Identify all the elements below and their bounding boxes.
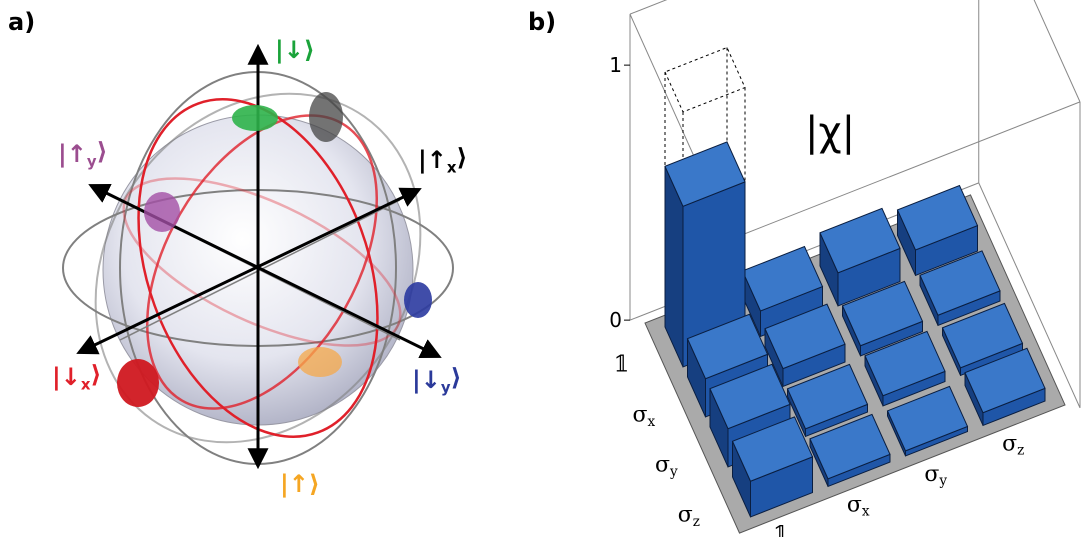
column-label: σx [847, 492, 870, 519]
bar-top [964, 347, 1046, 414]
bar [731, 416, 814, 518]
bar-top [819, 207, 901, 274]
state-label: |↓⟩ [275, 36, 315, 64]
bar-top [864, 330, 946, 397]
bar-top [886, 385, 969, 452]
bar-top [786, 363, 869, 430]
bar-top [664, 141, 746, 207]
column-label: σy [924, 462, 947, 489]
bar-top [764, 303, 846, 370]
z-tick-label: 1 [609, 53, 622, 77]
state-label: |↑x⟩ [418, 143, 467, 176]
bar-top [841, 280, 924, 347]
frame-edge [629, 0, 668, 15]
bar-top [809, 413, 891, 480]
bar [764, 303, 846, 388]
row-label: σz [678, 503, 700, 530]
state-label: |↓y⟩ [412, 363, 462, 396]
bar [664, 141, 746, 368]
frame-edge [731, 101, 1081, 240]
bar [886, 385, 969, 457]
bar-top [941, 302, 1024, 369]
bar [896, 184, 979, 277]
bar [819, 207, 901, 307]
column-label: σz [1002, 431, 1024, 458]
frame-edge [1033, 0, 1081, 103]
ideal-top [664, 46, 746, 113]
bar-top [686, 313, 769, 380]
bar-top [919, 250, 1001, 316]
state-label: |↓x⟩ [52, 360, 101, 393]
bar [809, 413, 891, 488]
z-tick-label: 0 [609, 308, 622, 332]
bar-top [709, 363, 791, 430]
row-label: σx [633, 403, 656, 430]
bar-top [731, 416, 814, 482]
bar [841, 280, 924, 357]
states [117, 92, 432, 407]
chart-title: |χ| [805, 109, 855, 155]
bar [919, 250, 1001, 327]
bar-top [741, 245, 824, 312]
bar [786, 363, 869, 438]
bar [964, 347, 1046, 427]
panel-label: a) [8, 8, 35, 36]
frame-edge [978, 182, 1081, 409]
state-label: |↑y⟩ [58, 137, 108, 170]
bar-top [896, 184, 979, 251]
row-label: σy [655, 453, 678, 480]
panel-label: b) [528, 8, 556, 36]
bloch-sphere [62, 43, 454, 470]
row-label: 𝟙 [614, 353, 629, 378]
state-label: |↑⟩ [280, 470, 320, 498]
bar [864, 330, 946, 407]
column-label: 𝟙 [773, 523, 788, 537]
